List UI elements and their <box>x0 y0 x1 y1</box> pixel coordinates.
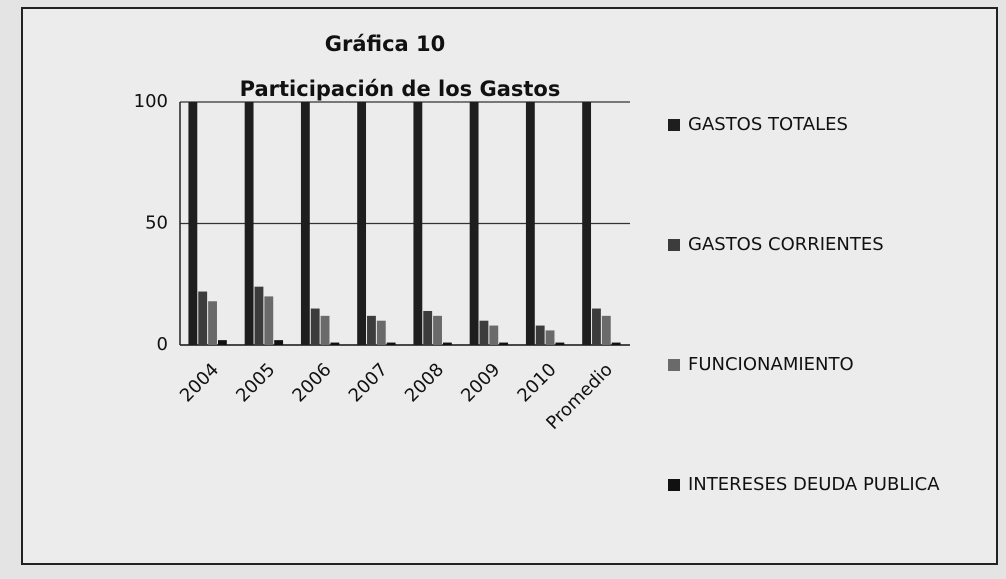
bar <box>499 342 509 345</box>
bar <box>433 315 442 345</box>
bar <box>413 102 423 345</box>
legend-swatch <box>668 359 680 371</box>
bar <box>367 315 376 345</box>
bar <box>469 102 479 345</box>
bar <box>208 301 217 345</box>
y-tick-label: 50 <box>145 213 168 234</box>
bar <box>244 102 254 345</box>
bar <box>601 315 611 345</box>
bar <box>545 330 555 345</box>
bar <box>423 310 433 345</box>
bar <box>300 102 310 345</box>
bar <box>489 325 499 345</box>
chart-title: Gráfica 10 <box>325 32 445 56</box>
bar <box>442 342 452 345</box>
bar <box>582 102 592 345</box>
bar <box>320 315 330 345</box>
bar <box>264 296 274 345</box>
legend-label: GASTOS CORRIENTES <box>688 234 884 255</box>
bar <box>386 342 396 345</box>
bar <box>479 320 489 345</box>
legend-label: FUNCIONAMIENTO <box>688 354 854 375</box>
bar <box>357 102 367 345</box>
bar <box>217 340 227 345</box>
bar <box>254 286 264 345</box>
bar <box>274 340 284 345</box>
bar <box>198 291 208 345</box>
legend-swatch <box>668 479 680 491</box>
bar <box>525 102 535 345</box>
legend-label: GASTOS TOTALES <box>688 114 848 135</box>
legend-label: INTERESES DEUDA PUBLICA <box>688 474 940 495</box>
bar <box>611 342 621 345</box>
bar <box>535 325 545 345</box>
bar <box>188 102 198 345</box>
bar <box>592 308 601 345</box>
bar <box>330 342 340 345</box>
frame <box>21 7 998 565</box>
bar <box>555 342 565 345</box>
chart-subtitle: Participación de los Gastos <box>240 77 561 101</box>
legend-swatch <box>668 239 680 251</box>
bar <box>376 320 386 345</box>
legend-swatch <box>668 119 680 131</box>
bar <box>310 308 320 345</box>
y-tick-label: 100 <box>134 91 168 112</box>
y-tick-label: 0 <box>157 334 168 355</box>
